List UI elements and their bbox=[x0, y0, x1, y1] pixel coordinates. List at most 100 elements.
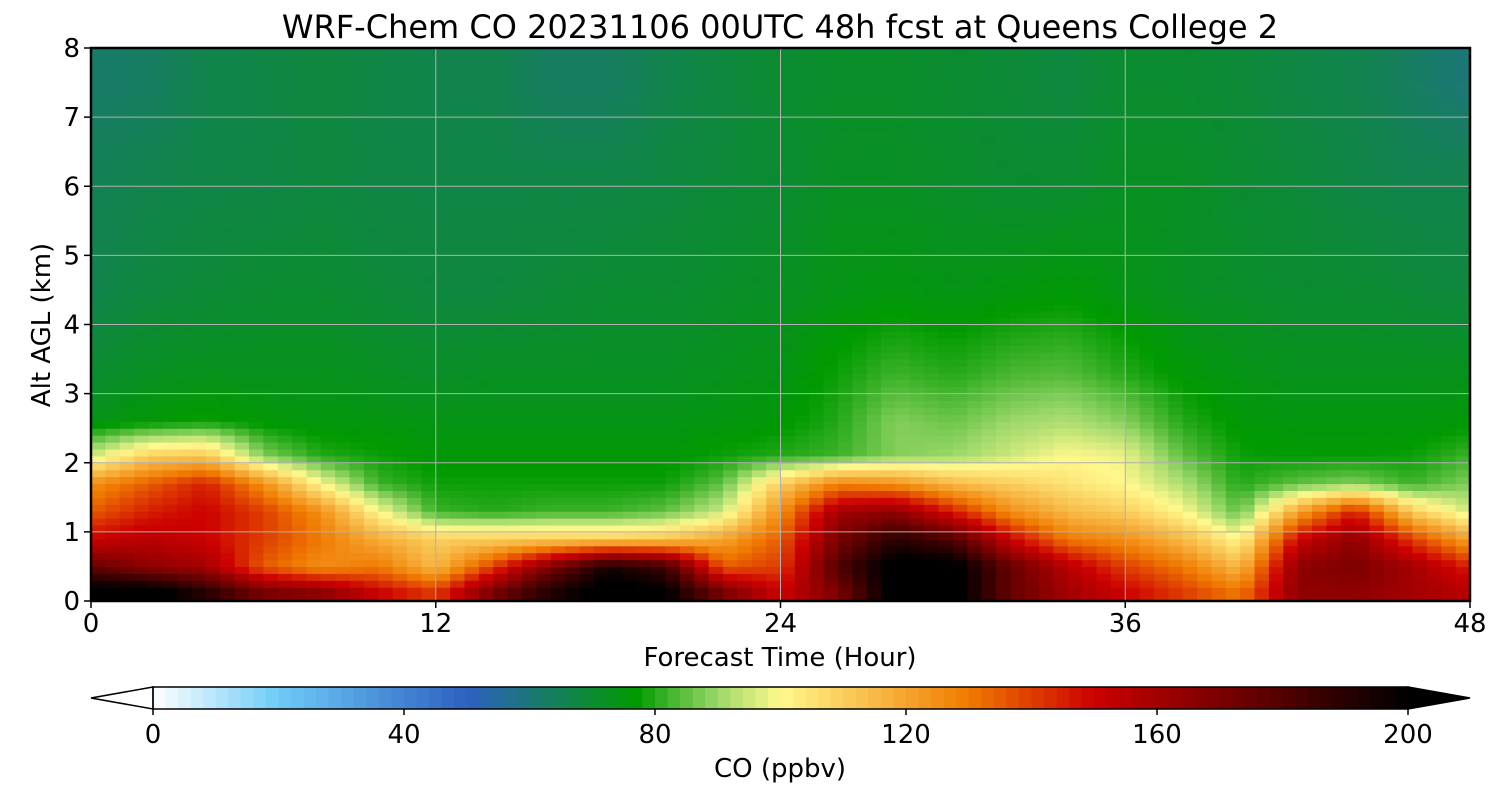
co-field-cell bbox=[651, 442, 667, 450]
co-field-cell bbox=[1067, 448, 1083, 457]
co-field-cell bbox=[507, 386, 523, 395]
co-field-cell bbox=[823, 504, 839, 512]
co-field-cell bbox=[119, 289, 135, 298]
co-field-cell bbox=[895, 414, 911, 422]
co-field-cell bbox=[407, 448, 422, 457]
co-field-cell bbox=[191, 345, 207, 353]
co-field-cell bbox=[1254, 559, 1270, 568]
co-field-cell bbox=[536, 283, 552, 291]
co-field-cell bbox=[1441, 393, 1457, 402]
co-field-cell bbox=[1283, 483, 1299, 491]
co-field-cell bbox=[924, 379, 940, 388]
co-field-cell bbox=[1010, 359, 1026, 367]
co-field-cell bbox=[392, 531, 408, 540]
co-field-cell bbox=[636, 359, 652, 367]
co-field-cell bbox=[794, 573, 810, 581]
co-field-cell bbox=[1297, 531, 1313, 540]
co-field-cell bbox=[608, 448, 624, 457]
co-field-cell bbox=[1182, 331, 1198, 339]
co-field-cell bbox=[579, 386, 595, 395]
co-field-cell bbox=[938, 442, 954, 450]
co-field-cell bbox=[608, 531, 624, 540]
co-field-cell bbox=[780, 283, 796, 291]
co-field-cell bbox=[1340, 421, 1356, 429]
co-field-cell bbox=[1197, 303, 1213, 312]
co-field-cell bbox=[1254, 407, 1270, 415]
co-field-cell bbox=[881, 310, 897, 319]
co-field-cell bbox=[1053, 269, 1069, 277]
co-field-cell bbox=[306, 531, 322, 540]
co-field-cell bbox=[363, 448, 379, 457]
co-field-cell bbox=[1383, 524, 1399, 533]
co-field-cell bbox=[148, 573, 164, 581]
co-field-cell bbox=[694, 303, 710, 312]
co-field-cell bbox=[134, 566, 150, 574]
co-field-cell bbox=[1182, 400, 1198, 409]
co-field-cell bbox=[995, 552, 1011, 561]
co-field-cell bbox=[723, 386, 738, 395]
co-field-cell bbox=[134, 490, 150, 498]
co-field-cell bbox=[780, 365, 796, 374]
co-field-cell bbox=[895, 400, 911, 409]
co-field-cell bbox=[335, 511, 351, 519]
co-field-cell bbox=[407, 531, 422, 540]
co-field-cell bbox=[1053, 538, 1069, 547]
co-field-cell bbox=[1125, 497, 1141, 505]
co-field-cell bbox=[1340, 296, 1356, 305]
co-field-cell bbox=[306, 276, 322, 284]
co-field-cell bbox=[794, 538, 810, 547]
co-field-cell bbox=[608, 462, 624, 471]
co-field-cell bbox=[349, 345, 365, 353]
co-field-cell bbox=[1340, 594, 1356, 602]
co-field-cell bbox=[866, 303, 882, 312]
co-field-cell bbox=[694, 421, 710, 429]
co-field-cell bbox=[1110, 386, 1126, 395]
co-field-cell bbox=[1383, 338, 1399, 346]
co-field-cell bbox=[1340, 580, 1356, 588]
co-field-cell bbox=[1398, 518, 1414, 526]
co-field-cell bbox=[263, 476, 279, 485]
co-field-cell bbox=[1039, 372, 1055, 381]
co-field-cell bbox=[1197, 552, 1213, 561]
co-field-cell bbox=[665, 262, 681, 270]
co-field-cell bbox=[938, 476, 954, 485]
co-field-cell bbox=[1441, 421, 1457, 429]
co-field-cell bbox=[1225, 324, 1241, 333]
co-field-cell bbox=[306, 448, 322, 457]
co-field-cell bbox=[1096, 262, 1112, 270]
co-field-cell bbox=[1024, 248, 1040, 256]
co-field-cell bbox=[1153, 269, 1169, 277]
co-field-cell bbox=[1426, 469, 1442, 478]
co-field-cell bbox=[1268, 469, 1284, 478]
co-field-cell bbox=[450, 476, 466, 485]
co-field-cell bbox=[938, 324, 954, 333]
co-field-cell bbox=[1412, 442, 1428, 450]
co-field-cell bbox=[995, 462, 1011, 471]
co-field-cell bbox=[1039, 400, 1055, 409]
co-field-cell bbox=[938, 400, 954, 409]
co-field-cell bbox=[119, 359, 135, 367]
co-field-cell bbox=[292, 269, 308, 277]
co-field-cell bbox=[407, 594, 422, 602]
co-field-cell bbox=[780, 448, 796, 457]
co-field-cell bbox=[306, 317, 322, 326]
co-field-cell bbox=[881, 421, 897, 429]
co-field-cell bbox=[679, 276, 695, 284]
co-field-cell bbox=[1311, 580, 1327, 588]
co-field-cell bbox=[679, 594, 695, 602]
co-field-cell bbox=[205, 476, 221, 485]
co-field-cell bbox=[1355, 359, 1371, 367]
co-field-cell bbox=[1398, 324, 1414, 333]
co-field-cell bbox=[1326, 365, 1342, 374]
co-field-cell bbox=[1398, 310, 1414, 319]
co-field-cell bbox=[723, 524, 738, 533]
co-field-cell bbox=[335, 469, 351, 478]
co-field-cell bbox=[622, 469, 638, 478]
co-field-cell bbox=[1168, 566, 1184, 574]
co-field-cell bbox=[823, 442, 839, 450]
co-field-cell bbox=[1024, 331, 1040, 339]
co-field-cell bbox=[967, 455, 983, 464]
co-field-cell bbox=[1283, 372, 1299, 381]
co-field-cell bbox=[234, 262, 250, 270]
co-field-cell bbox=[105, 379, 121, 388]
